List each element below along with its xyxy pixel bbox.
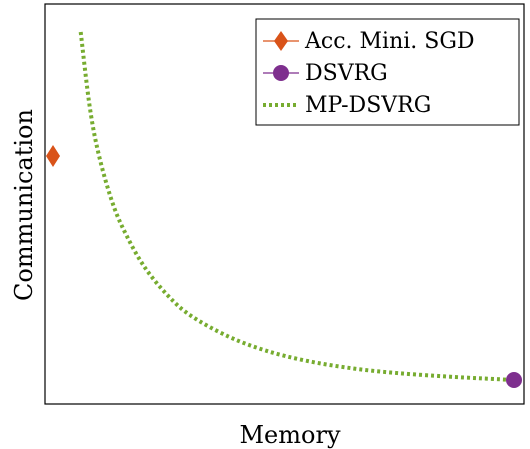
plot-frame	[44, 3, 525, 405]
legend: Acc. Mini. SGD DSVRG MP-DSVRG	[255, 18, 520, 126]
data-point-dsvrg	[506, 372, 522, 388]
series-layer	[46, 31, 522, 388]
series-line-mp-dsvrg	[78, 31, 515, 382]
legend-label-mp-dsvrg: MP-DSVRG	[305, 93, 431, 118]
y-axis-label: Communication	[10, 109, 38, 301]
legend-entry-mp-dsvrg: MP-DSVRG	[263, 93, 431, 118]
legend-box	[255, 18, 520, 126]
legend-label-dsvrg: DSVRG	[305, 61, 388, 86]
data-point-acc-mini-sgd	[46, 145, 60, 167]
legend-entry-dsvrg: DSVRG	[263, 61, 388, 86]
x-axis-label: Memory	[239, 421, 340, 449]
legend-diamond-marker	[274, 31, 288, 51]
legend-label-acc-mini-sgd: Acc. Mini. SGD	[304, 29, 475, 54]
legend-circle-marker	[273, 65, 289, 81]
legend-entry-acc-mini-sgd: Acc. Mini. SGD	[263, 29, 475, 54]
